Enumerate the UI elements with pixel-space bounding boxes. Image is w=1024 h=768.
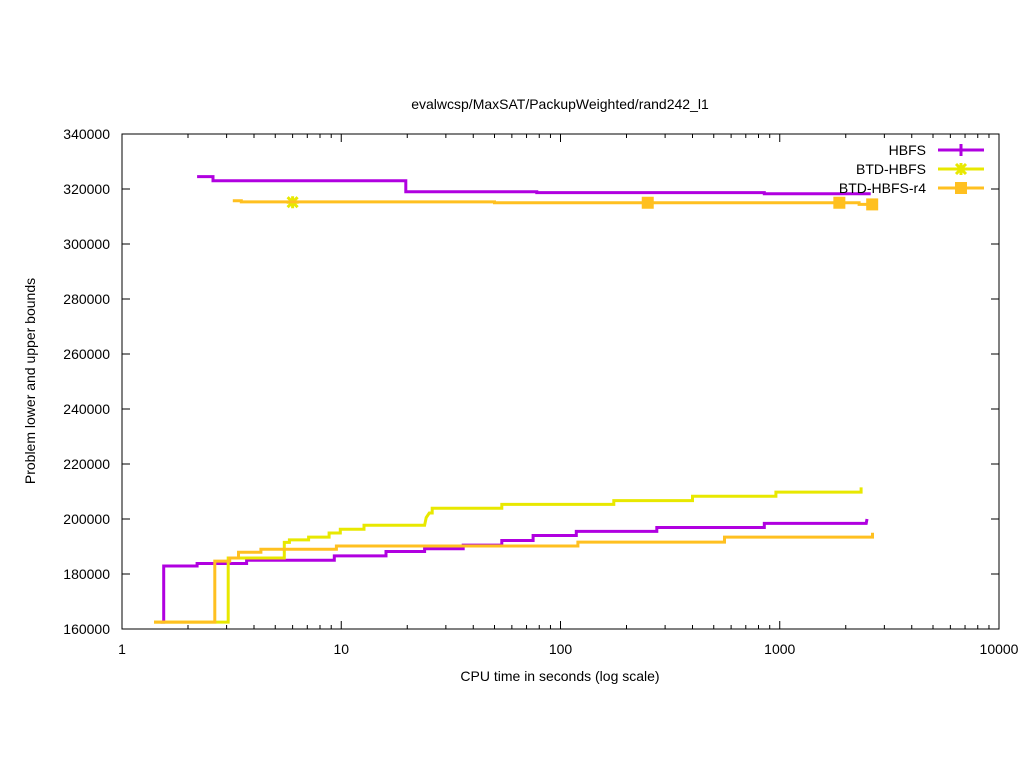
y-tick-label: 200000 [63,511,110,527]
legend-label-hbfs: HBFS [889,142,926,158]
series-hbfs-upper-line [197,175,871,196]
series-btd-hbfs-r4-upper-line [232,199,873,206]
legend-marker-btd-hbfs-r4 [955,182,967,194]
y-axis-label: Problem lower and upper bounds [22,278,38,484]
plot-area: 160000 180000 200000 220000 240000 260000 2800… [63,126,1018,657]
y-tick-label: 260000 [63,346,110,362]
series-btd-hbfs-r4-point [866,198,879,211]
x-tick-label: 1 [118,641,126,657]
y-tick-label: 180000 [63,566,110,582]
x-tick-label: 1000 [764,641,795,657]
x-tick-label: 10000 [980,641,1019,657]
series-hbfs-lower-line [160,518,869,624]
legend-label-btd-hbfs: BTD-HBFS [856,161,926,177]
y-tick-label: 240000 [63,401,110,417]
y-tick-label: 340000 [63,126,110,142]
legend: HBFS BTD-HBFS BTD-HBFS-r4 [839,142,984,196]
series-btd-hbfs-r4-lower-line [154,532,874,624]
y-tick-label: 220000 [63,456,110,472]
x-tick-label: 100 [549,641,573,657]
series-btd-hbfs-r4-point [641,196,654,209]
x-axis-label: CPU time in seconds (log scale) [460,668,659,684]
chart-title: evalwcsp/MaxSAT/PackupWeighted/rand242_l… [411,96,709,112]
y-tick-label: 320000 [63,181,110,197]
y-tick-label: 300000 [63,236,110,252]
series-btd-hbfs-r4-point [833,196,846,209]
x-tick-label: 10 [333,641,349,657]
legend-label-btd-hbfs-r4: BTD-HBFS-r4 [839,180,926,196]
y-tick-label: 160000 [63,621,110,637]
y-tick-label: 280000 [63,291,110,307]
legend-marker-hbfs [955,144,967,156]
series-btd-hbfs-lower-line [154,487,863,624]
legend-marker-btd-hbfs [954,162,968,176]
